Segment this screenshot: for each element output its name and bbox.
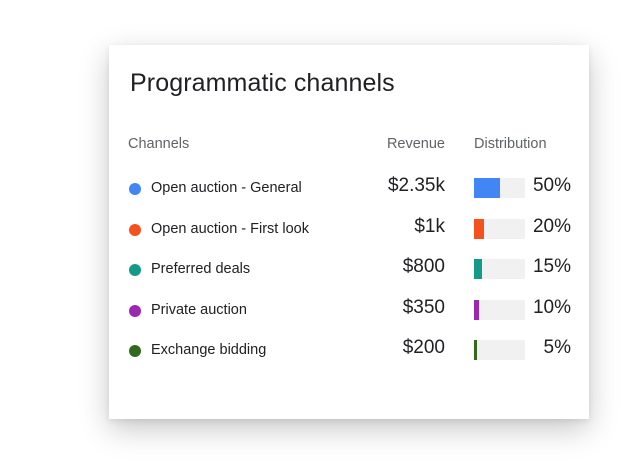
distribution-bar-track (474, 178, 525, 198)
channel-name: Open auction - General (151, 180, 302, 196)
legend-dot (129, 305, 141, 317)
legend-dot (129, 264, 141, 276)
distribution-column-header: Distribution (474, 136, 547, 152)
distribution-bar-track (474, 340, 525, 360)
revenue-column-header: Revenue (386, 136, 445, 152)
channels-column-header: Channels (128, 136, 190, 152)
distribution-bar-fill (474, 259, 482, 279)
revenue-value: $2.35k (387, 175, 445, 196)
revenue-value: $1k (414, 216, 445, 237)
legend-dot (129, 224, 141, 236)
card-title: Programmatic channels (130, 69, 395, 97)
channel-row: Preferred deals $800 15% (109, 255, 589, 285)
programmatic-channels-card: Programmatic channels Channels Revenue D… (109, 45, 589, 419)
channel-name: Open auction - First look (151, 221, 309, 237)
distribution-bar-track (474, 259, 525, 279)
legend-dot (129, 345, 141, 357)
channel-row: Exchange bidding $200 5% (109, 336, 589, 366)
distribution-bar-fill (474, 219, 485, 239)
distribution-percent: 50% (532, 175, 571, 196)
distribution-percent: 15% (532, 256, 571, 277)
distribution-bar-fill (474, 340, 477, 360)
channel-name: Preferred deals (151, 261, 251, 277)
distribution-percent: 5% (543, 337, 571, 358)
channel-name: Private auction (151, 302, 247, 318)
distribution-bar-track (474, 300, 525, 320)
revenue-value: $350 (402, 297, 445, 318)
distribution-percent: 10% (532, 297, 571, 318)
channel-name: Exchange bidding (151, 342, 267, 358)
revenue-value: $200 (402, 337, 445, 358)
channel-row: Open auction - First look $1k 20% (109, 215, 589, 245)
distribution-bar-track (474, 219, 525, 239)
revenue-value: $800 (402, 256, 445, 277)
distribution-bar-fill (474, 178, 500, 198)
distribution-percent: 20% (532, 216, 571, 237)
channel-row: Open auction - General $2.35k 50% (109, 174, 589, 204)
legend-dot (129, 183, 141, 195)
distribution-bar-fill (474, 300, 480, 320)
channel-row: Private auction $350 10% (109, 296, 589, 326)
